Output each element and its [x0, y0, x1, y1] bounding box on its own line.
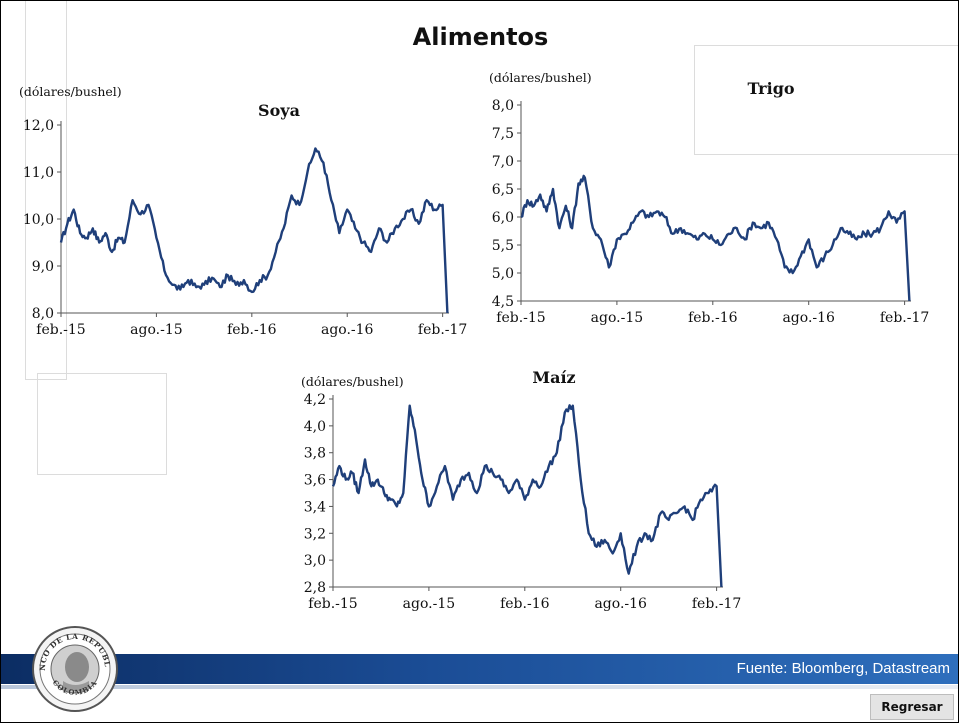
trigo-x-tick-label: ago.-15 [591, 310, 644, 326]
chart-maiz: Maíz (dólares/bushel) 2,8 3,0 3,2 3,4 3,6 3,8 4,… [301, 368, 741, 612]
soya-y-tick-label: 10,0 [23, 212, 54, 228]
trigo-chart-title: Trigo [747, 79, 794, 98]
chart-trigo: Trigo (dólares/bushel) 4,5 5,0 5,5 6,0 6,5 7,0 7… [489, 70, 929, 326]
maiz-y-tick-label: 3,4 [304, 499, 326, 515]
background-frame-bottom [37, 373, 167, 475]
trigo-x-tick-label: feb.-16 [688, 310, 738, 326]
soya-price-line [59, 147, 449, 314]
maiz-x-tick-label: ago.-15 [403, 596, 456, 612]
trigo-y-tick-label: 6,0 [492, 210, 514, 226]
back-button[interactable]: Regresar [870, 694, 954, 720]
soya-y-tick-label: 9,0 [32, 259, 54, 275]
maiz-price-line [331, 404, 723, 588]
maiz-chart-title: Maíz [532, 368, 575, 387]
soya-y-axis-label: (dólares/bushel) [19, 84, 122, 99]
soya-y-tick-label: 12,0 [23, 118, 54, 134]
trigo-y-tick-label: 4,5 [492, 294, 514, 310]
soya-x-tick-label: feb.-16 [227, 322, 277, 338]
soya-chart-title: Soya [258, 101, 300, 120]
trigo-y-tick-label: 5,5 [492, 238, 514, 254]
soya-x-tick-label: ago.-15 [130, 322, 183, 338]
background-frame-left [25, 1, 67, 380]
maiz-y-tick-label: 3,0 [304, 553, 326, 569]
maiz-x-tick-label: feb.-17 [692, 596, 741, 612]
trigo-y-tick-label: 6,5 [492, 182, 514, 198]
maiz-y-tick-label: 4,2 [304, 392, 326, 408]
trigo-y-axis-label: (dólares/bushel) [489, 70, 592, 85]
maiz-y-tick-label: 3,8 [304, 446, 326, 462]
maiz-x-tick-label: feb.-16 [500, 596, 550, 612]
trigo-y-tick-label: 5,0 [492, 266, 514, 282]
trigo-x-tick-label: ago.-16 [782, 310, 835, 326]
trigo-y-tick-label: 7,0 [492, 154, 514, 170]
banco-de-la-republica-seal: BANCO DE LA REPUBLICA COLOMBIA [31, 625, 118, 712]
maiz-x-tick-label: ago.-16 [594, 596, 647, 612]
maiz-y-tick-label: 4,0 [304, 419, 326, 435]
chart-soya: Soya (dólares/bushel) 8,0 9,0 10,0 11,0 12,0 fe… [19, 84, 467, 338]
maiz-y-axis-label: (dólares/bushel) [301, 374, 404, 389]
soya-y-tick-label: 11,0 [23, 165, 54, 181]
source-note: Fuente: Bloomberg, Datastream [736, 660, 950, 677]
slide-title: Alimentos [412, 23, 549, 51]
trigo-price-line [520, 174, 911, 302]
soya-x-tick-label: ago.-16 [321, 322, 374, 338]
trigo-y-tick-label: 7,5 [492, 126, 514, 142]
footer-band: Fuente: Bloomberg, Datastream [1, 654, 958, 689]
background-frame-right [694, 45, 958, 155]
soya-x-tick-label: feb.-17 [418, 322, 467, 338]
soya-y-tick-label: 8,0 [32, 306, 54, 322]
trigo-y-tick-label: 8,0 [492, 98, 514, 114]
soya-x-tick-label: feb.-15 [36, 322, 85, 338]
maiz-y-tick-label: 2,8 [304, 580, 326, 596]
maiz-y-tick-label: 3,6 [304, 473, 326, 489]
maiz-x-tick-label: feb.-15 [308, 596, 357, 612]
trigo-x-tick-label: feb.-15 [496, 310, 545, 326]
trigo-x-tick-label: feb.-17 [880, 310, 929, 326]
maiz-y-tick-label: 3,2 [304, 526, 326, 542]
